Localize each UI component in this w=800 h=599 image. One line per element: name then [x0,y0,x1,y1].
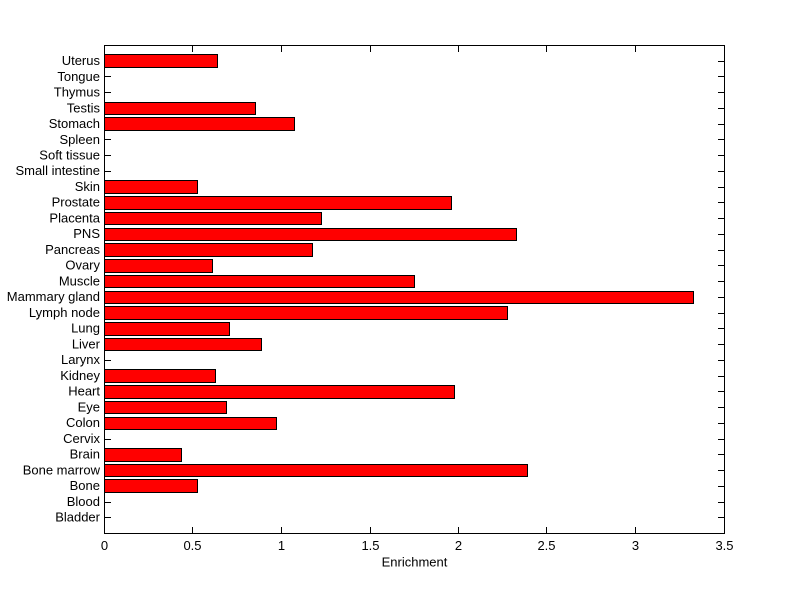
svg-text:Soft tissue: Soft tissue [39,147,100,162]
svg-text:PNS: PNS [73,226,100,241]
svg-text:Liver: Liver [72,336,101,351]
svg-text:Spleen: Spleen [60,132,100,147]
svg-text:Blood: Blood [67,494,100,509]
svg-text:Lung: Lung [71,321,100,336]
svg-text:Small intestine: Small intestine [15,163,100,178]
svg-text:Prostate: Prostate [52,195,100,210]
svg-text:Thymus: Thymus [54,85,101,100]
svg-text:Stomach: Stomach [49,116,100,131]
svg-text:Brain: Brain [70,447,100,462]
svg-text:3.5: 3.5 [715,538,733,553]
svg-text:Bone: Bone [70,478,100,493]
svg-text:Mammary gland: Mammary gland [7,289,100,304]
svg-text:Eye: Eye [78,399,100,414]
svg-text:Lymph node: Lymph node [29,305,100,320]
svg-text:Bone marrow: Bone marrow [23,462,101,477]
svg-text:Bladder: Bladder [55,510,100,525]
svg-text:0.5: 0.5 [183,538,201,553]
svg-text:Testis: Testis [67,100,101,115]
svg-text:Heart: Heart [68,384,100,399]
svg-text:Muscle: Muscle [59,273,100,288]
svg-text:Colon: Colon [66,415,100,430]
svg-text:Kidney: Kidney [60,368,100,383]
svg-text:Skin: Skin [75,179,100,194]
svg-text:Tongue: Tongue [57,69,100,84]
svg-text:Pancreas: Pancreas [45,242,100,257]
svg-text:2: 2 [455,538,462,553]
svg-text:Larynx: Larynx [61,352,101,367]
svg-text:Cervix: Cervix [63,431,100,446]
svg-text:Ovary: Ovary [65,258,100,273]
svg-text:Enrichment: Enrichment [382,555,448,570]
svg-text:1: 1 [278,538,285,553]
svg-text:3: 3 [632,538,639,553]
svg-text:Placenta: Placenta [49,210,100,225]
svg-text:2.5: 2.5 [537,538,555,553]
svg-text:Uterus: Uterus [62,53,101,68]
svg-text:0: 0 [101,538,108,553]
svg-text:1.5: 1.5 [361,538,379,553]
